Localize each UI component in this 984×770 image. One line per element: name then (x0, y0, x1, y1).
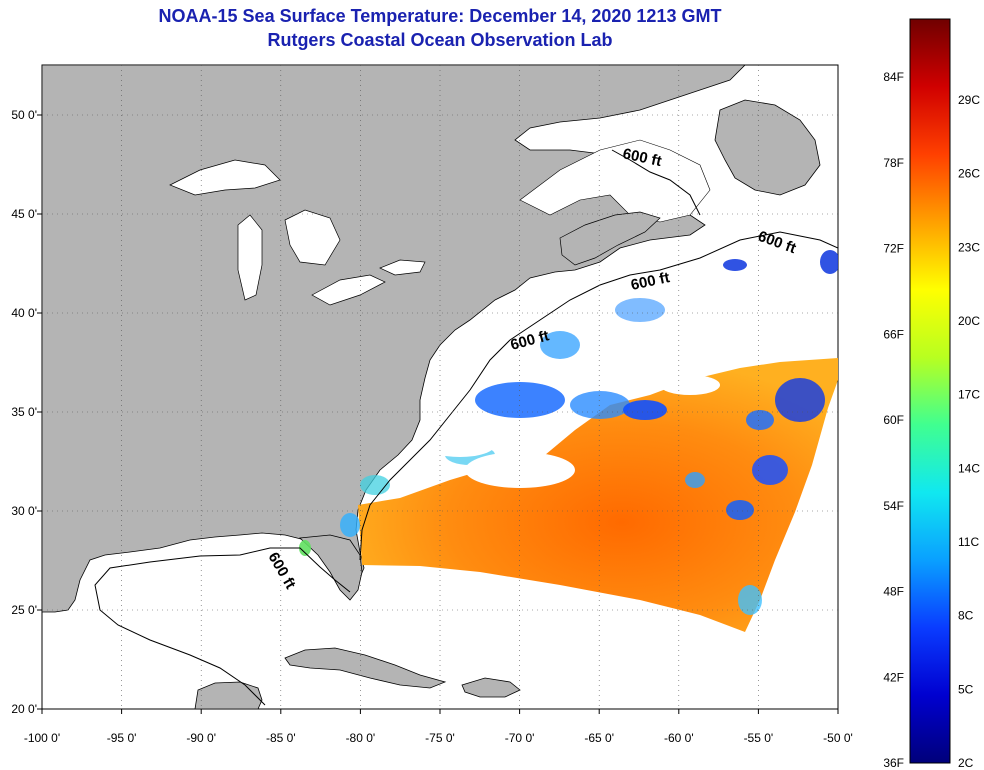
colorbar-f-label: 66F (883, 327, 904, 341)
sst-cool-patches (299, 250, 838, 615)
st-lawrence-water (519, 139, 711, 223)
lat-tick-label: 30 0' (11, 504, 37, 518)
land-cuba (284, 647, 447, 689)
lat-tick-label: 20 0' (11, 702, 37, 716)
colorbar-f-label: 48F (883, 585, 904, 599)
lon-tick-label: -80 0' (346, 731, 376, 745)
land-newfoundland (714, 99, 821, 196)
lat-tick-label: 50 0' (11, 108, 37, 122)
depth-contour-600ft (94, 149, 838, 706)
lat-tick-label: 45 0' (11, 207, 37, 221)
grid-lines (37, 65, 839, 714)
lon-tick-label: -90 0' (186, 731, 216, 745)
colorbar-c-label: 26C (958, 167, 980, 181)
colorbar-c-label: 17C (958, 388, 980, 402)
great-lakes (169, 159, 426, 306)
colorbar-c-label: 11C (958, 535, 979, 549)
map-subtitle: Rutgers Coastal Ocean Observation Lab (267, 30, 613, 50)
lon-tick-label: -60 0' (664, 731, 694, 745)
colorbar-c-label: 2C (958, 756, 974, 770)
lon-tick-label: -65 0' (584, 731, 614, 745)
colorbar-f-label: 72F (883, 242, 904, 256)
land-florida (299, 534, 363, 601)
lat-tick-label: 25 0' (11, 603, 37, 617)
map-title: NOAA-15 Sea Surface Temperature: Decembe… (158, 6, 722, 26)
lon-tick-label: -70 0' (505, 731, 535, 745)
lon-tick-label: -50 0' (823, 731, 853, 745)
lon-tick-label: -85 0' (266, 731, 296, 745)
colorbar-c-label: 29C (958, 93, 980, 107)
lat-tick-label: 35 0' (11, 405, 37, 419)
lon-tick-label: -100 0' (24, 731, 60, 745)
colorbar-f-label: 84F (883, 70, 904, 84)
lon-tick-label: -55 0' (744, 731, 774, 745)
colorbar (909, 18, 951, 764)
lon-tick-label: -75 0' (425, 731, 455, 745)
colorbar-c-label: 23C (958, 240, 980, 254)
land-nova-scotia (559, 211, 661, 266)
colorbar-f-label: 60F (883, 413, 904, 427)
colorbar-fahrenheit-labels: 84F 78F 72F 66F 60F 54F 48F 42F 36F (883, 70, 904, 770)
lon-tick-label: -95 0' (107, 731, 137, 745)
colorbar-f-label: 36F (883, 756, 904, 770)
colorbar-c-label: 8C (958, 609, 974, 623)
longitude-labels: -100 0' -95 0' -90 0' -85 0' -80 0' -75 0' -70… (24, 731, 853, 745)
colorbar-f-label: 78F (883, 156, 904, 170)
lat-tick-label: 40 0' (11, 306, 37, 320)
latitude-labels: 20 0' 25 0' 30 0' 35 0' 40 0' 45 0' 50 0' (11, 108, 37, 716)
colorbar-f-label: 54F (883, 499, 904, 513)
colorbar-c-label: 14C (958, 461, 980, 475)
land-hispaniola (461, 677, 521, 698)
colorbar-celsius-labels: 29C 26C 23C 20C 17C 14C 11C 8C 5C 2C (958, 93, 980, 770)
colorbar-c-label: 20C (958, 314, 980, 328)
colorbar-f-label: 42F (883, 670, 904, 684)
sst-warm-field (358, 358, 838, 632)
colorbar-c-label: 5C (958, 682, 974, 696)
land-yucatan (194, 681, 263, 709)
cloud-cover (425, 375, 720, 488)
